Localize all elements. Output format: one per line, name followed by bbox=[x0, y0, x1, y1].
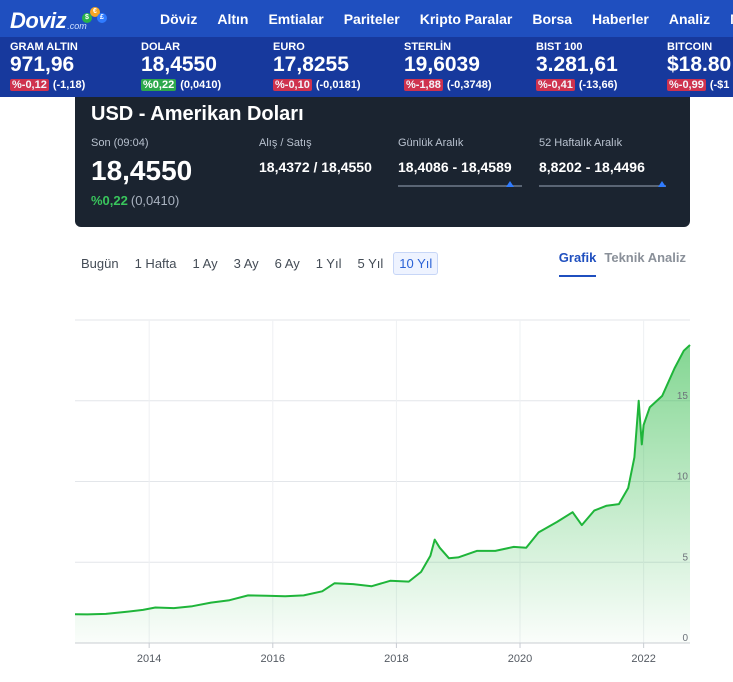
ticker-abs: (-1,18) bbox=[52, 79, 86, 91]
period-1-hafta[interactable]: 1 Hafta bbox=[134, 255, 177, 271]
ticker-abs: (-0,0181) bbox=[315, 79, 361, 91]
market-ticker: GRAM ALTIN 971,96 %-0,12 (-1,18) DOLAR 18… bbox=[0, 37, 733, 97]
ticker-pct: %-0,10 bbox=[273, 79, 312, 91]
x-tick-label: 2014 bbox=[137, 653, 161, 665]
ticker-name: BITCOIN bbox=[667, 41, 713, 53]
view-tabs: Grafik Teknik Analiz bbox=[551, 250, 686, 277]
ticker-value: 971,96 bbox=[10, 53, 75, 76]
ticker-pct: %-0,99 bbox=[667, 79, 706, 91]
bid-ask-label: Alış / Satış bbox=[259, 137, 312, 149]
ticker-name: GRAM ALTIN bbox=[10, 41, 78, 53]
menu-doviz[interactable]: Döviz bbox=[160, 10, 198, 27]
bid-ask-value: 18,4372 / 18,4550 bbox=[259, 159, 372, 175]
weekly-range-bar bbox=[539, 185, 666, 187]
series-line-usd bbox=[74, 344, 691, 616]
ticker-pct: %0,22 bbox=[141, 79, 177, 91]
y-tick-label: 0 bbox=[682, 633, 688, 644]
ticker-abs: (-0,3748) bbox=[446, 79, 492, 91]
ticker-name: BIST 100 bbox=[536, 41, 583, 53]
menu-haberler[interactable]: Haberler bbox=[592, 10, 649, 27]
period-selector: Bugün 1 Hafta 1 Ay 3 Ay 6 Ay 1 Yıl 5 Yıl… bbox=[75, 251, 442, 275]
y-tick-label: 10 bbox=[677, 472, 689, 483]
menu-more[interactable]: M bbox=[730, 11, 733, 27]
menu-borsa[interactable]: Borsa bbox=[532, 10, 573, 27]
x-tick-label: 2016 bbox=[261, 653, 285, 665]
ticker-pct: %-0,41 bbox=[536, 79, 575, 91]
ticker-value: 18,4550 bbox=[141, 53, 217, 76]
ticker-name: STERLİN bbox=[404, 41, 452, 53]
daily-range-marker-icon bbox=[505, 181, 514, 187]
x-tick-label: 2018 bbox=[384, 653, 408, 665]
y-tick-label: 15 bbox=[677, 391, 689, 402]
top-navbar: Doviz .com $ € £ Döviz Altın Emtialar Pa… bbox=[0, 0, 733, 37]
last-price-change: %0,22 (0,0410) bbox=[91, 193, 179, 208]
menu-kripto-paralar[interactable]: Kripto Paralar bbox=[419, 10, 513, 27]
logo-coins-icon: $ € £ bbox=[80, 5, 108, 25]
period-bugun[interactable]: Bugün bbox=[81, 255, 119, 271]
tab-teknik-analiz[interactable]: Teknik Analiz bbox=[604, 250, 686, 265]
daily-range-value: 18,4086 - 18,4589 bbox=[398, 159, 512, 175]
last-price-value: 18,4550 bbox=[91, 155, 193, 186]
tab-grafik[interactable]: Grafik bbox=[558, 250, 597, 277]
menu-analiz[interactable]: Analiz bbox=[668, 10, 711, 27]
period-6-ay[interactable]: 6 Ay bbox=[274, 255, 300, 271]
x-tick-label: 2020 bbox=[508, 653, 532, 665]
menu-emtialar[interactable]: Emtialar bbox=[268, 10, 324, 27]
ticker-name: DOLAR bbox=[141, 41, 181, 53]
logo-domain: .com bbox=[67, 21, 87, 31]
ticker-pct: %-1,88 bbox=[404, 79, 443, 91]
logo-text: Doviz bbox=[10, 8, 67, 33]
last-price-label: Son (09:04) bbox=[91, 137, 149, 149]
menu-altin[interactable]: Altın bbox=[217, 10, 249, 27]
ticker-name: EURO bbox=[273, 41, 305, 53]
price-history-chart[interactable]: 2014 2016 2018 2020 2022 0 5 10 15 bbox=[0, 300, 733, 682]
period-5-yil[interactable]: 5 Yıl bbox=[357, 255, 384, 271]
main-menu: Döviz Altın Emtialar Pariteler Kripto Pa… bbox=[160, 0, 733, 37]
doviz-logo[interactable]: Doviz .com bbox=[10, 4, 87, 34]
weekly-range-label: 52 Haftalık Aralık bbox=[539, 137, 623, 149]
period-10-yil[interactable]: 10 Yıl bbox=[393, 251, 439, 275]
series-area-fill bbox=[75, 345, 690, 643]
daily-range-label: Günlük Aralık bbox=[398, 137, 464, 149]
currency-summary-card: USD - Amerikan Doları Son (09:04) 18,455… bbox=[75, 97, 690, 227]
change-percent: %0,22 bbox=[91, 193, 128, 208]
ticker-value: 17,8255 bbox=[273, 53, 349, 76]
ticker-pct: %-0,12 bbox=[10, 79, 49, 91]
ticker-value: 3.281,61 bbox=[536, 53, 618, 76]
weekly-range-value: 8,8202 - 18,4496 bbox=[539, 159, 645, 175]
weekly-range-marker-icon bbox=[658, 181, 667, 187]
period-1-yil[interactable]: 1 Yıl bbox=[315, 255, 342, 271]
y-tick-label: 5 bbox=[682, 552, 688, 563]
daily-range-bar bbox=[398, 185, 522, 187]
currency-title: USD - Amerikan Doları bbox=[91, 103, 304, 125]
ticker-value: 19,6039 bbox=[404, 53, 480, 76]
menu-pariteler[interactable]: Pariteler bbox=[343, 10, 400, 27]
ticker-abs: (0,0410) bbox=[180, 79, 222, 91]
ticker-abs: (-13,66) bbox=[578, 79, 618, 91]
x-tick-label: 2022 bbox=[631, 653, 655, 665]
period-3-ay[interactable]: 3 Ay bbox=[233, 255, 259, 271]
period-1-ay[interactable]: 1 Ay bbox=[192, 255, 218, 271]
change-absolute: (0,0410) bbox=[130, 193, 180, 208]
ticker-abs: (-$1 bbox=[709, 79, 730, 91]
ticker-value: $18.80 bbox=[667, 53, 732, 76]
